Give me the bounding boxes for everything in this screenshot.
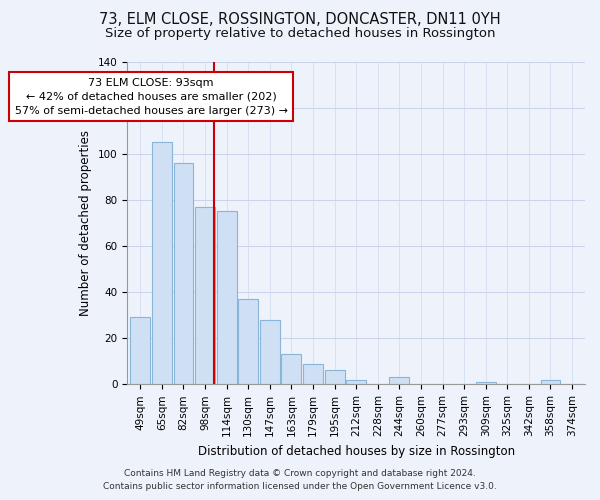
Bar <box>217 212 236 384</box>
X-axis label: Distribution of detached houses by size in Rossington: Distribution of detached houses by size … <box>197 444 515 458</box>
Bar <box>152 142 172 384</box>
Bar <box>130 318 150 384</box>
Bar <box>389 378 409 384</box>
Bar <box>281 354 301 384</box>
Text: 73, ELM CLOSE, ROSSINGTON, DONCASTER, DN11 0YH: 73, ELM CLOSE, ROSSINGTON, DONCASTER, DN… <box>99 12 501 28</box>
Bar <box>195 207 215 384</box>
Bar <box>260 320 280 384</box>
Bar <box>476 382 496 384</box>
Text: Size of property relative to detached houses in Rossington: Size of property relative to detached ho… <box>105 28 495 40</box>
Y-axis label: Number of detached properties: Number of detached properties <box>79 130 92 316</box>
Bar <box>541 380 560 384</box>
Text: Contains HM Land Registry data © Crown copyright and database right 2024.
Contai: Contains HM Land Registry data © Crown c… <box>103 469 497 491</box>
Bar <box>325 370 344 384</box>
Text: 73 ELM CLOSE: 93sqm
← 42% of detached houses are smaller (202)
57% of semi-detac: 73 ELM CLOSE: 93sqm ← 42% of detached ho… <box>14 78 287 116</box>
Bar <box>346 380 366 384</box>
Bar <box>238 299 258 384</box>
Bar <box>303 364 323 384</box>
Bar <box>173 163 193 384</box>
